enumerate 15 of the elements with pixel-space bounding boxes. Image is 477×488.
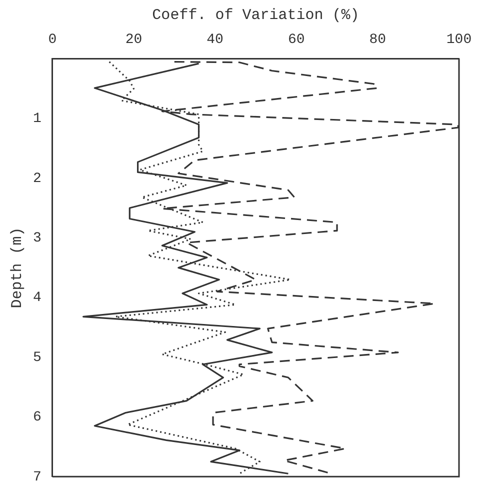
- y-tick-label: 4: [32, 290, 42, 306]
- y-tick-label: 6: [32, 410, 42, 426]
- y-tick-label: 7: [32, 469, 42, 486]
- x-tick-label: 0: [48, 32, 57, 48]
- x-axis-title: Coeff. of Variation (%): [152, 6, 360, 24]
- x-tick-label: 100: [446, 32, 472, 48]
- x-tick-label: 80: [369, 32, 386, 48]
- x-tick-label: 40: [206, 32, 224, 48]
- y-tick-label: 5: [32, 350, 42, 366]
- y-axis-title: Depth (m): [8, 227, 26, 308]
- y-tick-label: 3: [32, 230, 42, 247]
- y-tick-label: 1: [32, 111, 42, 128]
- y-tick-label: 2: [32, 170, 42, 187]
- x-tick-label: 20: [125, 32, 142, 48]
- x-tick-label: 60: [288, 32, 305, 48]
